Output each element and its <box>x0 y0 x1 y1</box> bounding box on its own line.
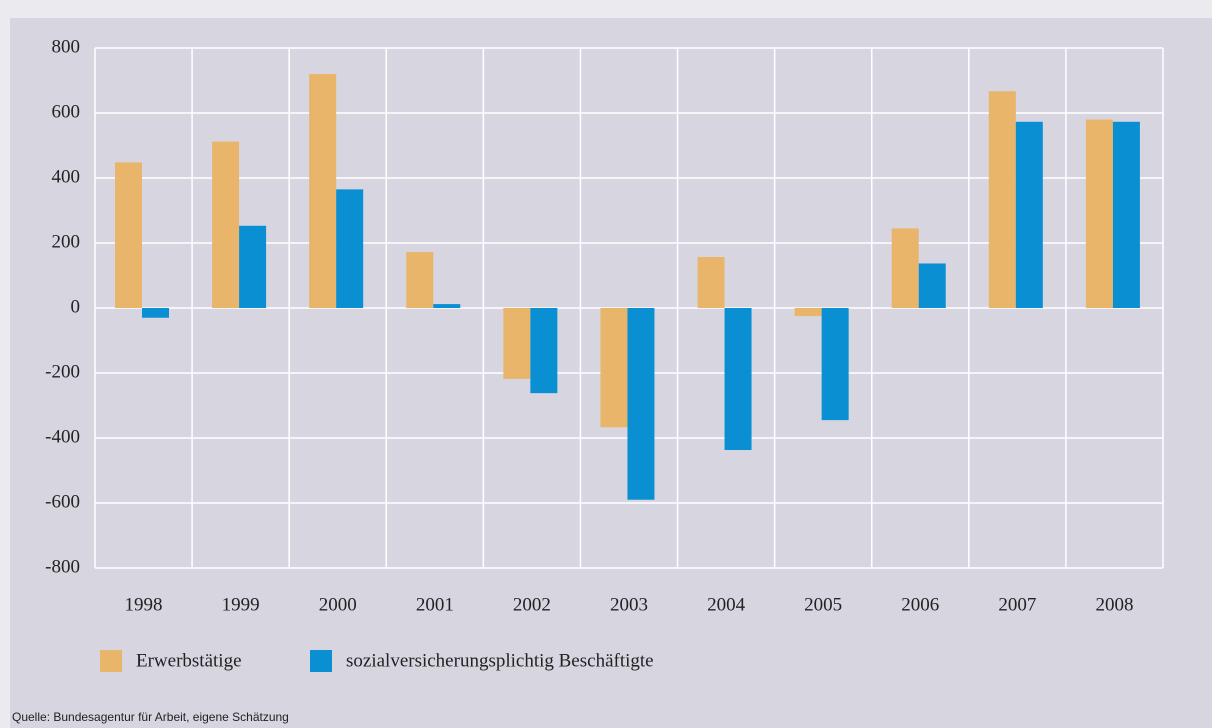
bar <box>821 308 849 421</box>
legend-label: Erwerbstätige <box>136 650 242 671</box>
x-tick-label: 2003 <box>610 594 648 615</box>
x-tick-label: 1998 <box>125 594 163 615</box>
x-tick-label: 2008 <box>1095 594 1133 615</box>
source-note: Quelle: Bundesagentur für Arbeit, eigene… <box>12 710 289 724</box>
x-tick-label: 2007 <box>998 594 1036 615</box>
legend-label: sozialversicherungsplichtig Beschäftigte <box>346 650 654 671</box>
bar <box>600 308 628 428</box>
x-tick-label: 2006 <box>901 594 939 615</box>
y-tick-label: -200 <box>45 361 80 382</box>
bar <box>627 308 655 500</box>
bar <box>918 263 946 308</box>
y-tick-label: -400 <box>45 426 80 447</box>
bar <box>1112 121 1140 309</box>
bar <box>406 252 434 308</box>
bar <box>309 74 337 308</box>
bar <box>1015 121 1043 309</box>
bar <box>336 189 364 308</box>
x-tick-label: 2001 <box>416 594 454 615</box>
bar <box>530 308 558 394</box>
x-tick-label: 2005 <box>804 594 842 615</box>
y-tick-label: -800 <box>45 556 80 577</box>
legend-swatch <box>310 650 332 672</box>
y-tick-label: 400 <box>52 166 81 187</box>
x-tick-label: 2002 <box>513 594 551 615</box>
x-tick-label: 1999 <box>222 594 260 615</box>
bar <box>433 304 461 308</box>
x-tick-label: 2000 <box>319 594 357 615</box>
bar <box>697 256 725 308</box>
y-tick-label: 800 <box>52 36 81 57</box>
bar <box>988 91 1016 308</box>
bar <box>115 162 142 308</box>
bar <box>891 228 919 308</box>
y-tick-label: 200 <box>52 231 81 252</box>
legend-swatch <box>100 650 122 672</box>
bar <box>503 308 531 379</box>
y-tick-label: 0 <box>71 296 81 317</box>
y-tick-label: 600 <box>52 101 81 122</box>
y-tick-label: -600 <box>45 491 80 512</box>
bar <box>724 308 752 451</box>
bar <box>212 141 240 308</box>
x-tick-label: 2004 <box>707 594 746 615</box>
bar <box>1085 119 1113 308</box>
bar <box>794 308 822 317</box>
bar <box>142 308 169 318</box>
bar <box>239 225 267 308</box>
